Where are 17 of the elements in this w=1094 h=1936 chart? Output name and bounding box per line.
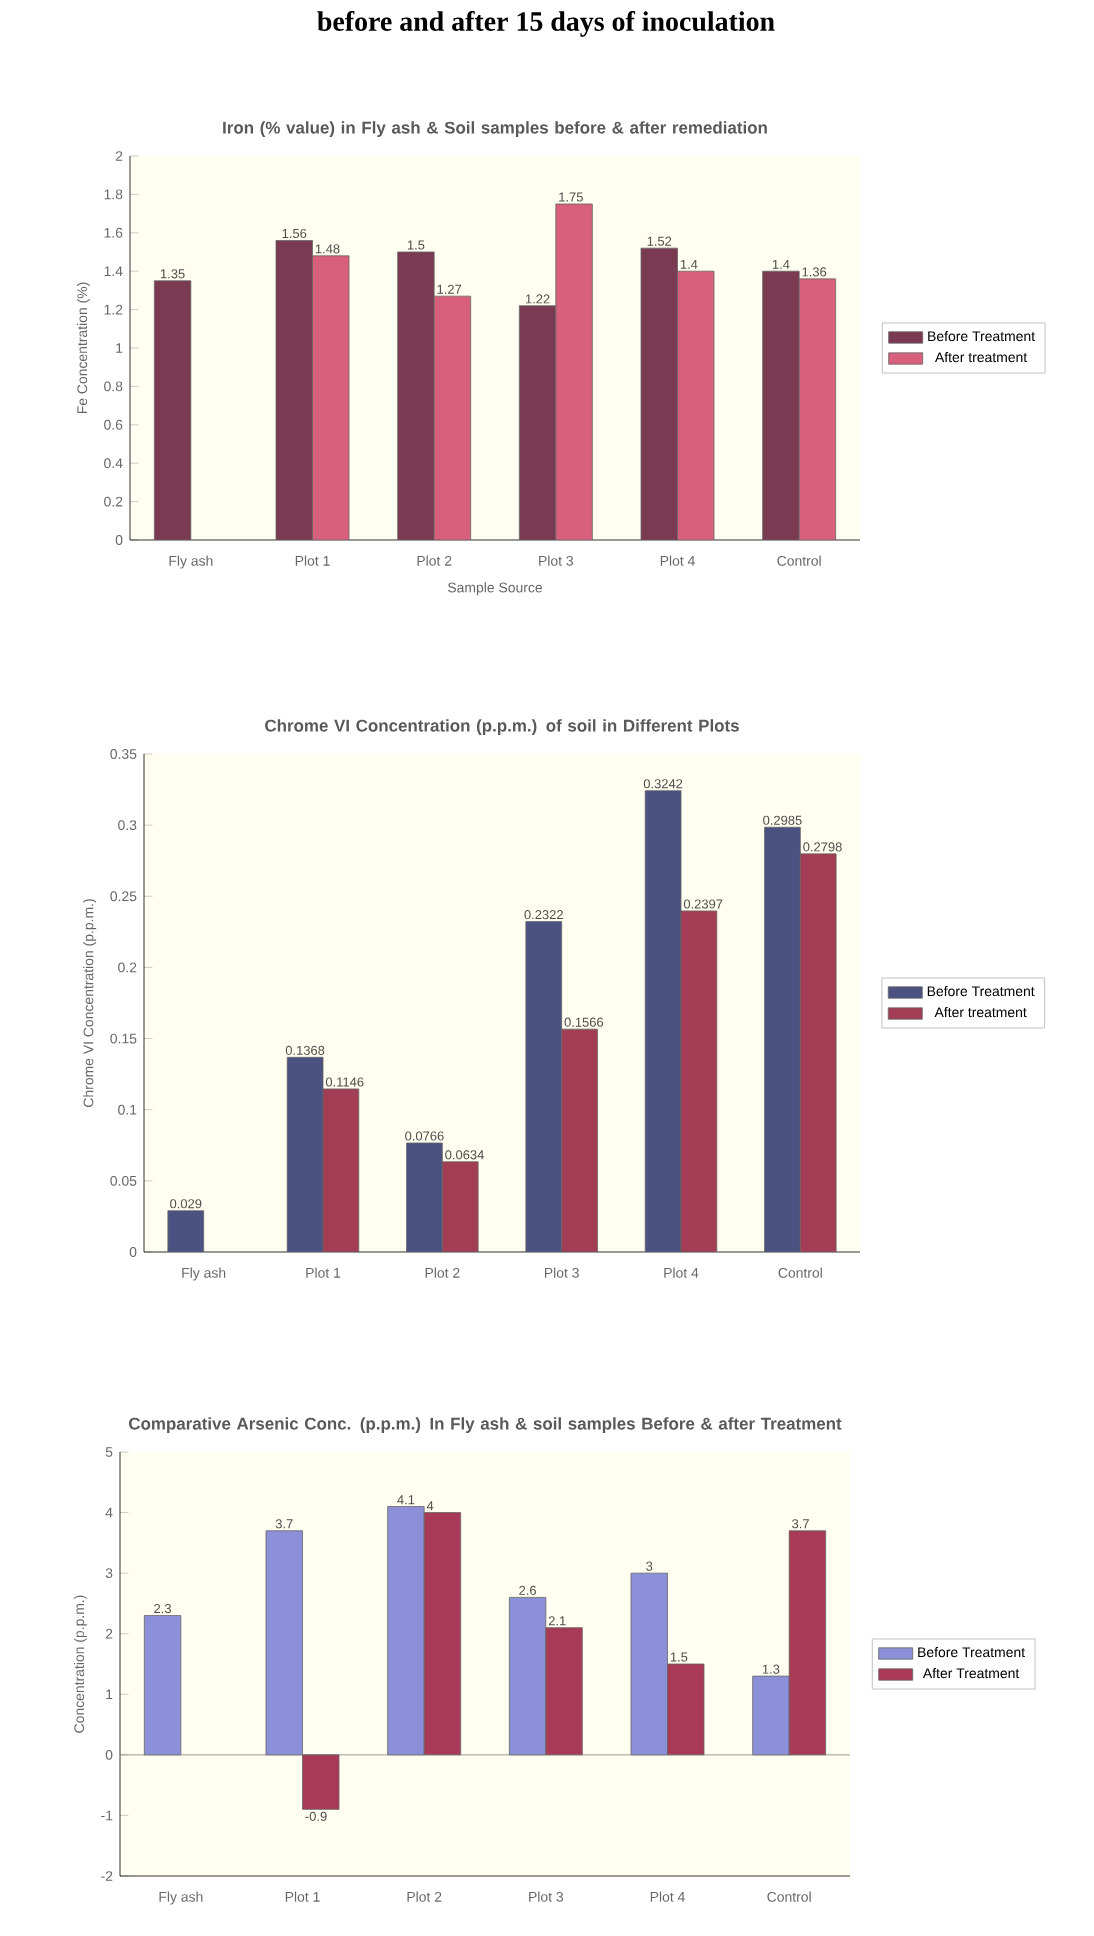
bar: [275, 240, 313, 540]
bar: [153, 280, 192, 540]
chart-title: Iron (% value) in Fly ash & Soil samples before & after remediation: [223, 121, 767, 137]
text: before and after 15 days of inoculation: [317, 11, 775, 37]
bar: [677, 270, 715, 540]
bar: [762, 270, 800, 540]
bar: [640, 247, 678, 540]
bar: [798, 278, 837, 540]
bar: [555, 203, 593, 540]
chart-title: Comparative Arsenic Conc. (p.p.m.) In Fly ash & soil samples Before & after Treatment: [129, 1417, 842, 1433]
bar: [312, 255, 350, 540]
bar: [433, 295, 472, 540]
bar: [518, 305, 557, 540]
bar: [397, 251, 435, 540]
bar: [143, 1615, 182, 1756]
chart-title: Chrome VI Concentration (p.p.m.) of soil in Different Plots: [265, 719, 739, 735]
bar: [167, 1210, 205, 1252]
